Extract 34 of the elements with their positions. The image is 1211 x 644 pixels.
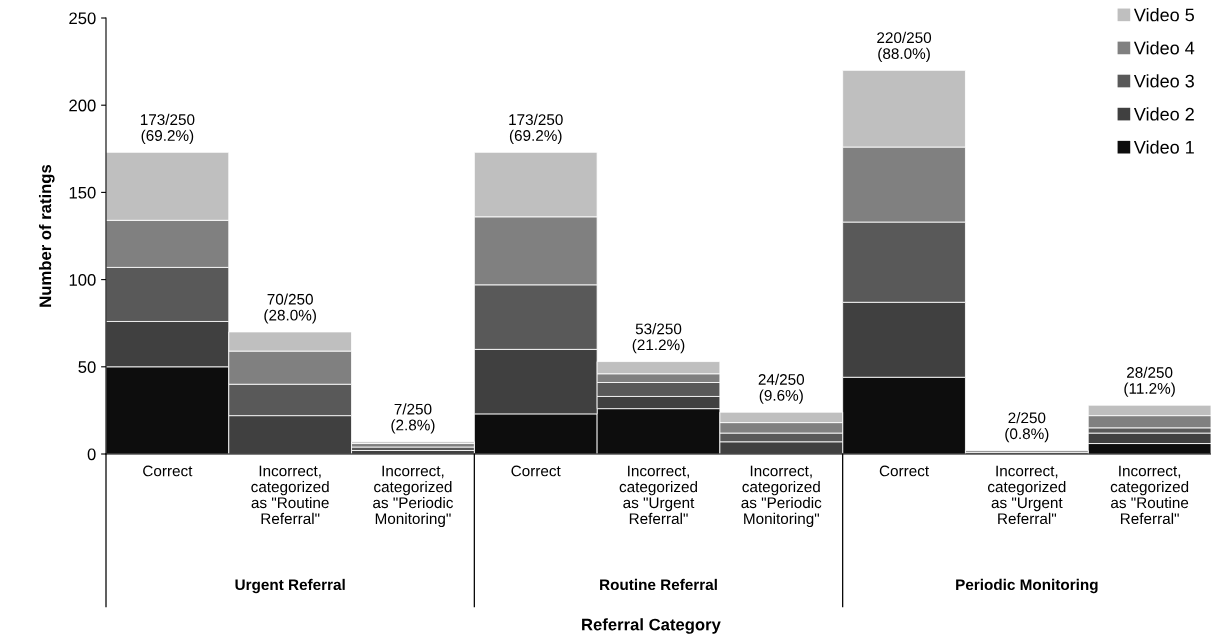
legend-label: Video 3 <box>1133 74 1194 88</box>
total-label: 173/250 (69.2%) <box>140 113 195 144</box>
text: Referral Category <box>582 618 721 634</box>
legend-label: Video 1 <box>1133 140 1194 154</box>
legend-label: Video 2 <box>1133 107 1194 121</box>
total-label: 220/250 (88.0%) <box>877 31 932 62</box>
y-tick-label: 100 <box>69 274 96 286</box>
text: Urgent Referral <box>235 578 345 594</box>
x-tick-label: Incorrect, categorized as "Urgent Referral" <box>987 465 1066 525</box>
y-tick-label: 200 <box>69 99 96 112</box>
legend-label: Video 5 <box>1133 8 1194 22</box>
text: Routine Referral <box>600 578 717 591</box>
x-tick-label: Incorrect, categorized as "Routine Referral" <box>1110 465 1189 525</box>
y-tick-label: 250 <box>69 12 96 25</box>
x-tick-label: Incorrect, categorized as "Periodic Monitoring" <box>741 465 822 528</box>
x-tick-label: Incorrect, categorized as "Urgent Referral" <box>619 465 698 525</box>
total-label: 7/250 (2.8%) <box>391 403 435 434</box>
x-tick-label: Correct <box>511 465 561 477</box>
x-tick-label: Correct <box>879 465 929 477</box>
total-label: 24/250 (9.6%) <box>758 373 805 404</box>
x-tick-label: Incorrect, categorized as "Routine Referral" <box>251 465 329 525</box>
text: Periodic Monitoring <box>956 578 1098 594</box>
x-tick-label: Correct <box>143 465 193 477</box>
total-label: 2/250 (0.8%) <box>1005 412 1049 443</box>
y-tick-label: 150 <box>69 186 96 199</box>
total-label: 70/250 (28.0%) <box>264 293 316 324</box>
legend-label: Video 4 <box>1133 41 1195 55</box>
y-tick-label: 0 <box>87 448 96 461</box>
y-axis-title: Number of ratings <box>38 164 55 307</box>
y-tick-label: 50 <box>78 361 96 373</box>
x-tick-label: Incorrect, categorized as "Periodic Monitoring" <box>373 465 454 528</box>
total-label: 173/250 (69.2%) <box>509 113 563 144</box>
total-label: 28/250 (11.2%) <box>1124 366 1175 397</box>
total-label: 53/250 (21.2%) <box>632 323 685 354</box>
